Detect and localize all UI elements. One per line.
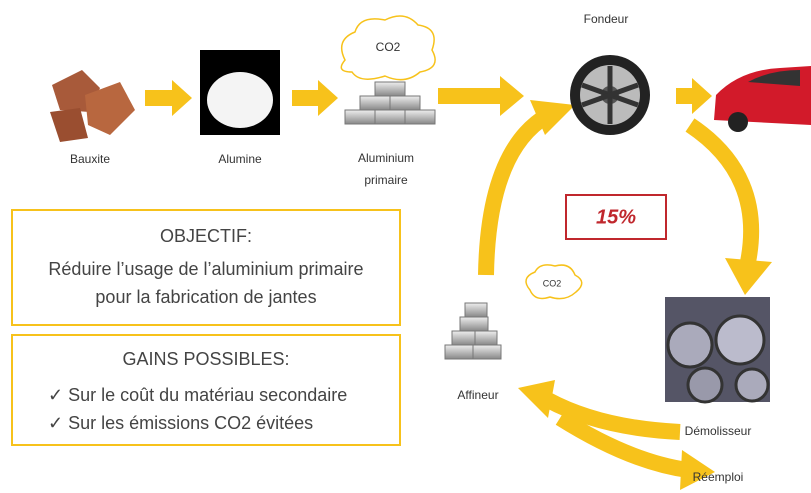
node-label: Démolisseur bbox=[685, 424, 752, 438]
objective-line: pour la fabrication de jantes bbox=[95, 287, 316, 307]
alumina-image bbox=[200, 50, 280, 135]
gains-title: GAINS POSSIBLES: bbox=[122, 349, 289, 369]
diagram: CO2 CO2 15% Bauxite Alumine Aluminiumpri… bbox=[0, 0, 811, 493]
car-image bbox=[714, 66, 811, 132]
cycle-arrows bbox=[486, 115, 751, 470]
gains-item: ✓ Sur les émissions CO2 évitées bbox=[48, 413, 313, 433]
node-label: Réemploi bbox=[693, 470, 744, 484]
node-label: Alumine bbox=[218, 152, 262, 166]
objective-title: OBJECTIF: bbox=[160, 226, 252, 246]
co2-label: CO2 bbox=[376, 40, 401, 54]
co2-label: CO2 bbox=[543, 278, 562, 288]
wheels-pile-image bbox=[665, 297, 770, 402]
wheel-image bbox=[570, 55, 650, 135]
ingots-image bbox=[345, 82, 435, 124]
node-label: Affineur bbox=[457, 388, 498, 402]
node-label: Bauxite bbox=[70, 152, 110, 166]
node-label: Fondeur bbox=[584, 12, 629, 26]
bauxite-image bbox=[50, 70, 135, 142]
ingots-image-2 bbox=[445, 303, 501, 359]
gains-item: ✓ Sur le coût du matériau secondaire bbox=[48, 385, 347, 405]
objective-line: Réduire l’usage de l’aluminium primaire bbox=[48, 259, 363, 279]
share-label: 15% bbox=[596, 206, 636, 228]
